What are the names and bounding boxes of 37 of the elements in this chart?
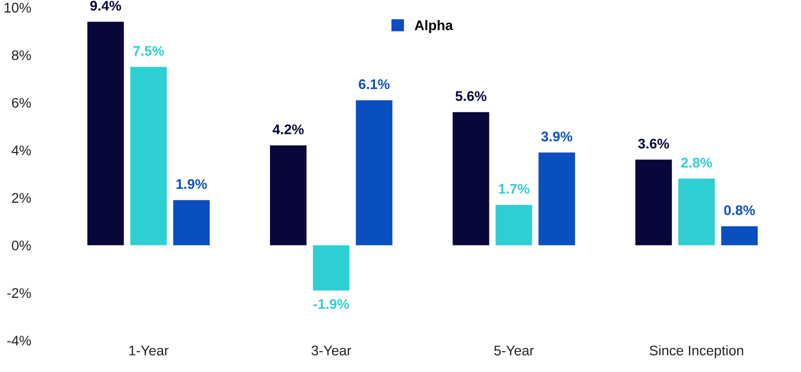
x-tick-label: 1-Year [129,346,169,356]
x-tick-label: 3-Year [312,346,352,356]
y-tick-label: 0% [12,240,31,250]
bar [678,178,715,246]
bar [312,245,350,290]
y-tick-label: 8% [12,50,31,60]
bar [452,112,490,246]
legend-label: Alpha [414,20,454,33]
bar [538,152,576,246]
data-label: 1.9% [176,179,207,189]
y-tick-label: -4% [7,336,31,346]
data-label: 6.1% [358,79,390,90]
data-label: -1.9% [314,299,349,309]
data-label: 1.7% [498,184,530,194]
y-tick-label: 10% [4,2,31,13]
bar [635,160,672,246]
bar [270,145,307,246]
bar [130,66,167,246]
data-label: 0.8% [724,205,755,216]
data-label: 4.2% [272,124,304,134]
data-label: 3.9% [541,132,572,142]
data-label: 9.4% [90,0,122,11]
y-tick-label: -2% [7,288,31,298]
y-tick-label: 6% [12,98,31,108]
bar [173,200,210,246]
data-label: 3.6% [638,138,670,149]
y-tick-label: 4% [12,146,31,156]
bar [721,226,758,246]
x-tick-label: Since Inception [650,345,744,358]
bar [87,22,124,246]
bar [356,100,392,246]
data-label: 5.6% [456,91,486,101]
data-label: 2.8% [681,158,712,168]
x-tick-label: 5-Year [494,346,534,356]
y-tick-label: 2% [12,193,31,203]
bar [496,204,532,246]
data-label: 7.5% [133,46,164,56]
